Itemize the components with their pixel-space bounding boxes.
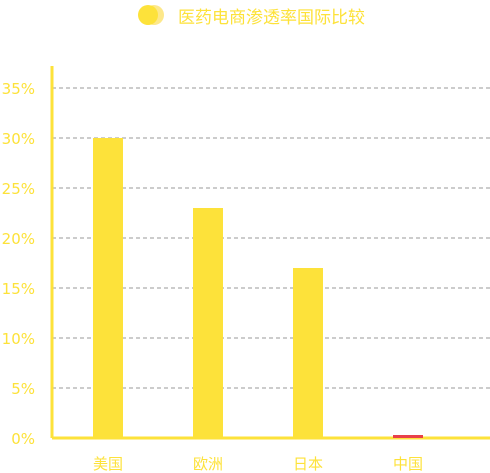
legend-swatch-icon (138, 4, 166, 26)
y-tick-label: 5% (11, 380, 35, 398)
bar (393, 435, 423, 438)
y-tick-label: 10% (2, 330, 35, 348)
x-tick-label: 美国 (93, 455, 123, 473)
y-tick-label: 20% (2, 230, 35, 248)
x-tick-label: 日本 (293, 455, 323, 473)
x-tick-label: 中国 (393, 455, 423, 473)
bar (293, 268, 323, 438)
bar (93, 138, 123, 438)
y-tick-label: 25% (2, 180, 35, 198)
legend-label: 医药电商渗透率国际比较 (178, 7, 365, 28)
y-tick-label: 35% (2, 80, 35, 98)
y-tick-label: 30% (2, 130, 35, 148)
y-tick-label: 15% (2, 280, 35, 298)
bar (193, 208, 223, 438)
x-tick-label: 欧洲 (193, 455, 223, 473)
legend: 医药电商渗透率国际比较 (138, 4, 365, 28)
y-tick-label: 0% (11, 430, 35, 448)
